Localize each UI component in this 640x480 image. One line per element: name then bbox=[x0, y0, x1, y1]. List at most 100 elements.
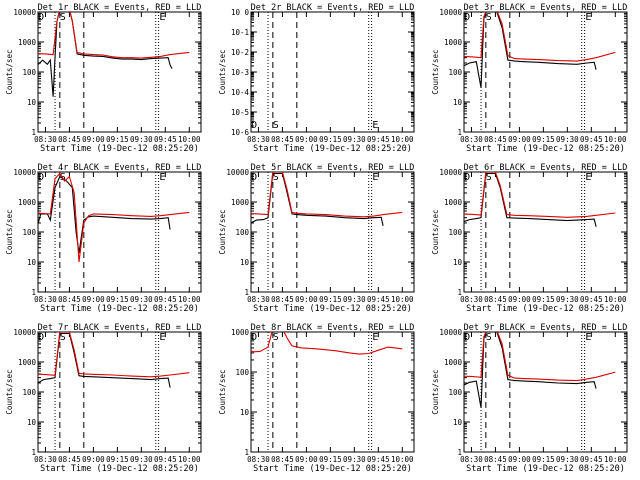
y-tick-label: 100 bbox=[448, 228, 462, 237]
x-axis-label: Start Time (19-Dec-12 08:25:20) bbox=[466, 304, 625, 314]
series-line-lld bbox=[251, 332, 403, 355]
x-tick-label: 09:00 bbox=[82, 135, 105, 144]
event-marker-E: E bbox=[372, 332, 378, 343]
chart-panel-2: Det 2r BLACK = Events, RED = LLD 10-6 10-5… bbox=[218, 3, 415, 154]
plot-frame bbox=[37, 171, 202, 293]
x-tick-label: 09:30 bbox=[130, 295, 153, 304]
y-axis-label: Counts/sec bbox=[218, 49, 227, 94]
x-tick-label: 09:15 bbox=[319, 295, 342, 304]
x-axis-label: Start Time (19-Dec-12 08:25:20) bbox=[466, 144, 625, 154]
x-tick-label: 08:45 bbox=[271, 135, 294, 144]
x-tick-label: 08:45 bbox=[271, 455, 294, 464]
x-axis-label: Start Time (19-Dec-12 08:25:20) bbox=[40, 464, 199, 474]
x-tick-label: 09:30 bbox=[556, 295, 579, 304]
y-tick-label: 1 bbox=[457, 448, 462, 457]
series-line-lld bbox=[38, 172, 190, 263]
series-line-lld bbox=[464, 332, 616, 382]
y-tick-label: 10000 bbox=[13, 168, 36, 177]
plot-frame bbox=[250, 171, 415, 293]
x-tick-label: 09:30 bbox=[556, 455, 579, 464]
y-tick-label: 1000 bbox=[444, 358, 463, 367]
x-tick-label: 09:30 bbox=[130, 135, 153, 144]
y-tick-label: 10-6 bbox=[231, 128, 250, 137]
y-tick-label: 100 bbox=[22, 388, 36, 397]
x-tick-label: 10:00 bbox=[391, 295, 414, 304]
x-tick-label: 09:00 bbox=[82, 295, 105, 304]
x-tick-label: 09:15 bbox=[319, 135, 342, 144]
event-marker-D: D bbox=[251, 332, 257, 343]
chart-title: Det 2r BLACK = Events, RED = LLD bbox=[251, 3, 415, 13]
x-tick-label: 09:00 bbox=[508, 135, 531, 144]
x-tick-label: 09:45 bbox=[580, 135, 603, 144]
x-tick-label: 09:15 bbox=[319, 455, 342, 464]
y-tick-label: 10000 bbox=[13, 8, 36, 17]
event-marker-S: S bbox=[273, 120, 279, 131]
x-axis-label: Start Time (19-Dec-12 08:25:20) bbox=[253, 304, 412, 314]
chart-panel-1: Det 1r BLACK = Events, RED = LLD 1 10 100 10… bbox=[5, 3, 202, 154]
event-marker-D: D bbox=[251, 172, 257, 183]
x-tick-label: 09:45 bbox=[580, 295, 603, 304]
chart-title: Det 1r BLACK = Events, RED = LLD bbox=[38, 3, 202, 13]
y-tick-label: 10 bbox=[27, 98, 37, 107]
x-tick-label: 09:45 bbox=[367, 295, 390, 304]
x-tick-label: 09:45 bbox=[154, 455, 177, 464]
x-tick-label: 09:00 bbox=[295, 295, 318, 304]
y-tick-label: 10000 bbox=[226, 168, 249, 177]
x-tick-label: 08:45 bbox=[484, 295, 507, 304]
y-tick-label: 1 bbox=[457, 288, 462, 297]
y-tick-label: 1 bbox=[31, 128, 36, 137]
x-tick-label: 08:45 bbox=[58, 135, 81, 144]
y-axis-label: Counts/sec bbox=[5, 209, 14, 254]
event-marker-D: D bbox=[251, 120, 257, 131]
x-tick-label: 08:45 bbox=[484, 135, 507, 144]
x-tick-label: 08:45 bbox=[484, 455, 507, 464]
series-line-lld bbox=[38, 12, 190, 59]
x-tick-label: 10:00 bbox=[604, 295, 627, 304]
x-tick-label: 10:00 bbox=[604, 455, 627, 464]
x-tick-label: 09:00 bbox=[295, 455, 318, 464]
y-axis-label: Counts/sec bbox=[5, 369, 14, 414]
y-tick-label: 100 bbox=[235, 368, 249, 377]
y-tick-label: 100 bbox=[22, 228, 36, 237]
event-marker-D: D bbox=[38, 172, 44, 183]
y-tick-label: 10-4 bbox=[231, 88, 250, 97]
y-axis-label: Counts/sec bbox=[431, 49, 440, 94]
y-tick-label: 10-1 bbox=[231, 28, 249, 37]
y-axis-label: Counts/sec bbox=[218, 369, 227, 414]
x-tick-label: 09:15 bbox=[106, 455, 129, 464]
x-tick-label: 09:00 bbox=[295, 135, 318, 144]
plot-frame bbox=[463, 171, 628, 293]
y-tick-label: 1000 bbox=[444, 198, 463, 207]
x-tick-label: 08:45 bbox=[271, 295, 294, 304]
chart-title: Det 3r BLACK = Events, RED = LLD bbox=[464, 3, 628, 13]
y-tick-label: 1 bbox=[244, 448, 249, 457]
chart-panel-7: Det 7r BLACK = Events, RED = LLD 1 10 100 10… bbox=[5, 323, 202, 474]
x-tick-label: 09:45 bbox=[580, 455, 603, 464]
event-marker-E: E bbox=[159, 332, 165, 343]
event-marker-E: E bbox=[585, 12, 591, 23]
chart-title: Det 8r BLACK = Events, RED = LLD bbox=[251, 323, 415, 333]
series-line-events bbox=[251, 172, 384, 227]
event-marker-E: E bbox=[159, 172, 165, 183]
chart-panel-4: Det 4r BLACK = Events, RED = LLD 1 10 100 10… bbox=[5, 163, 202, 314]
chart-title: Det 5r BLACK = Events, RED = LLD bbox=[251, 163, 415, 173]
x-tick-label: 10:00 bbox=[178, 455, 201, 464]
y-tick-label: 10000 bbox=[13, 328, 36, 337]
series-line-lld bbox=[251, 172, 403, 218]
event-marker-S: S bbox=[60, 332, 66, 343]
y-axis-label: Counts/sec bbox=[5, 49, 14, 94]
y-tick-label: 10 bbox=[240, 258, 250, 267]
x-tick-label: 09:30 bbox=[343, 455, 366, 464]
y-tick-label: 100 bbox=[448, 68, 462, 77]
y-tick-label: 10 0 bbox=[231, 8, 250, 17]
plot-frame bbox=[463, 331, 628, 453]
y-tick-label: 1000 bbox=[444, 38, 463, 47]
event-marker-D: D bbox=[464, 12, 470, 23]
plot-frame bbox=[37, 11, 202, 133]
y-tick-label: 10 bbox=[240, 408, 250, 417]
y-tick-label: 1 bbox=[31, 288, 36, 297]
y-tick-label: 10-5 bbox=[231, 108, 249, 117]
series-line-events bbox=[464, 12, 597, 88]
x-tick-label: 09:00 bbox=[508, 295, 531, 304]
y-tick-label: 1000 bbox=[231, 198, 250, 207]
